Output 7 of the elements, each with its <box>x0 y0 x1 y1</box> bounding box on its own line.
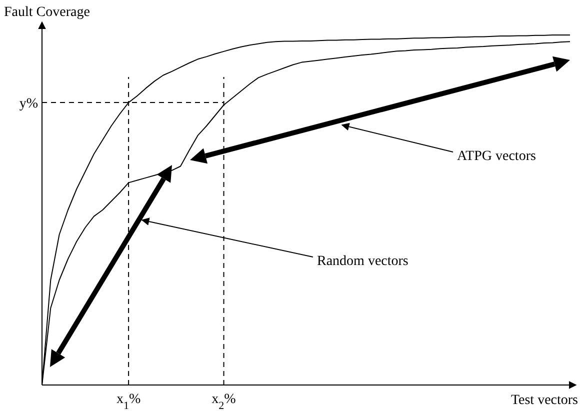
annotation: Random vectors <box>317 254 408 269</box>
x-tick-label: x$_{2}$% <box>212 392 236 411</box>
ref-line-label: y% <box>19 96 38 112</box>
x-tick-label: x$_{1}$% <box>116 392 141 411</box>
x-axis-title: Test vectors <box>510 393 578 408</box>
annotation: ATPG vectors <box>457 149 536 164</box>
y-axis-title: Fault Coverage <box>4 5 90 20</box>
